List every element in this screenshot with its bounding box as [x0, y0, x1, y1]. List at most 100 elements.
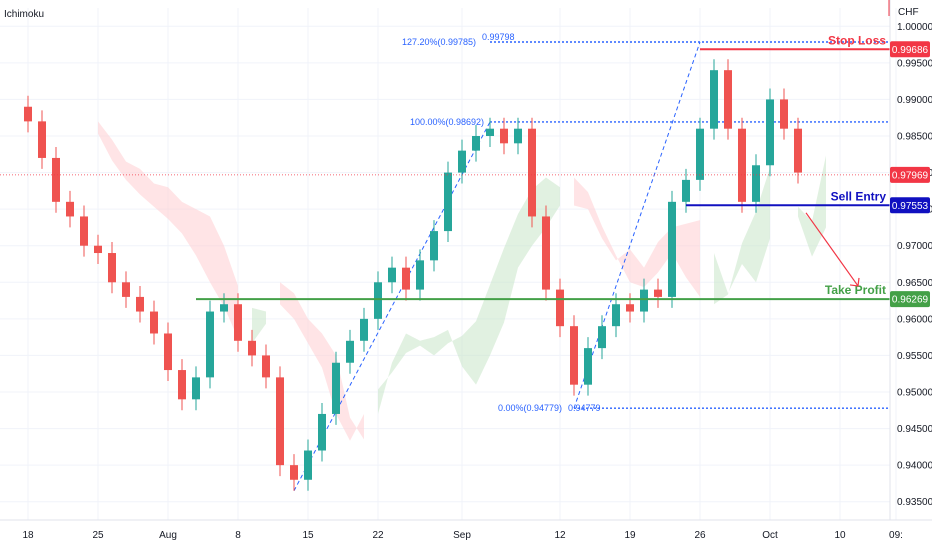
candle-bear [80, 216, 88, 246]
candle-bear [24, 106, 32, 122]
candle-bear [108, 253, 116, 283]
fib-level-label: 0.00%(0.94779) [498, 403, 562, 413]
candle-bull [346, 340, 354, 363]
candle-bull [416, 260, 424, 290]
price-tick-label: 1.00000 [897, 22, 932, 33]
sell-entry-price-tag-text: 0.97553 [892, 201, 929, 212]
take-profit-price-tag-text: 0.96269 [892, 295, 929, 306]
candle-bull [584, 348, 592, 385]
price-tick-label: 0.98500 [897, 132, 932, 143]
candle-bear [122, 282, 130, 297]
price-tick-label: 0.95000 [897, 388, 932, 399]
stop-loss-label: Stop Loss [828, 33, 886, 47]
candle-bear [654, 289, 662, 297]
candle-bull [304, 450, 312, 480]
candle-bear [794, 128, 802, 173]
candle-bear [738, 128, 746, 202]
stop-loss-price-tag-text: 0.99686 [892, 45, 929, 56]
candle-bull [458, 150, 466, 173]
candle-bull [486, 128, 494, 136]
last-price-tag-text: 0.97969 [892, 170, 929, 181]
candle-bull [360, 318, 368, 341]
indicator-label: Ichimoku [4, 9, 44, 20]
target-arrow-shaft [805, 212, 859, 287]
candle-bear [178, 370, 186, 400]
candle-bear [38, 121, 46, 158]
candle-bull [220, 304, 228, 312]
candle-bear [52, 157, 60, 202]
candle-bull [682, 179, 690, 202]
candle-bear [234, 304, 242, 341]
candle-bear [136, 296, 144, 312]
time-tick-label: 18 [22, 530, 34, 541]
candle-bull [696, 128, 704, 180]
candle-bear [780, 99, 788, 129]
candle-bull [192, 377, 200, 400]
time-tick-label: Oct [762, 530, 778, 541]
candle-bull [640, 289, 648, 312]
candle-bear [66, 201, 74, 217]
candle-bull [472, 136, 480, 151]
time-tick-label: 12 [554, 530, 566, 541]
candle-bull [430, 231, 438, 261]
candle-bear [276, 377, 284, 466]
candle-bear [500, 128, 508, 144]
price-tick-label: 0.94500 [897, 424, 932, 435]
fib-level-label: 127.20%(0.99785) [402, 37, 476, 47]
time-tick-label: 15 [302, 530, 314, 541]
candle-bear [724, 70, 732, 129]
candle-bear [402, 267, 410, 290]
candle-bull [318, 413, 326, 451]
price-tick-label: 0.95500 [897, 351, 932, 362]
candle-bull [752, 165, 760, 202]
candle-bull [612, 304, 620, 327]
candle-bear [262, 355, 270, 378]
candle-bear [150, 311, 158, 334]
grid-layer [0, 8, 897, 520]
candle-bear [542, 216, 550, 290]
last-price-tag [890, 166, 930, 183]
trendline-layer [293, 41, 701, 491]
candle-bear [248, 340, 256, 356]
candle-bull [668, 201, 676, 297]
time-tick-label: Sep [453, 530, 471, 541]
candle-bear [528, 128, 536, 217]
sell-entry-label: Sell Entry [831, 189, 887, 203]
candle-bull [766, 99, 774, 166]
cloud-bullish-segment [714, 167, 770, 305]
candle-bear [626, 304, 634, 312]
candle-bear [94, 245, 102, 254]
cloud-bearish-segment [98, 121, 238, 339]
time-tick-label: 22 [372, 530, 384, 541]
levels-layer: Stop Loss Sell Entry Take Profit [0, 33, 890, 301]
candle-bull [514, 128, 522, 144]
candle-bull [332, 362, 340, 414]
time-tick-label: 26 [694, 530, 706, 541]
candle-bear [290, 465, 298, 480]
candle-bull [206, 311, 214, 378]
candles-layer [24, 59, 802, 491]
time-tick-label: Aug [159, 530, 177, 541]
price-tick-label: 0.97000 [897, 241, 932, 252]
cloud-bullish-segment [378, 177, 560, 414]
candle-bear [570, 326, 578, 385]
price-tick-label: 0.94000 [897, 461, 932, 472]
take-profit-label: Take Profit [825, 283, 886, 297]
fib-level-label: 100.00%(0.98692) [410, 117, 484, 127]
candle-bull [598, 326, 606, 349]
candle-bull [444, 172, 452, 232]
fib-level-label: 0.99798 [482, 32, 515, 42]
price-tick-label: 0.93500 [897, 497, 932, 508]
price-tick-label: 0.99000 [897, 95, 932, 106]
price-tick-label: 0.96000 [897, 314, 932, 325]
time-axis[interactable]: 18 25 Aug 8 15 22 Sep 12 19 26 Oct 10 09: [22, 530, 903, 541]
candle-bull [374, 282, 382, 319]
sell-entry-price-tag [890, 197, 930, 214]
time-tick-label: 8 [235, 530, 241, 541]
time-tick-label: 19 [624, 530, 636, 541]
price-tags: 0.99686 0.97553 0.96269 0.97969 [890, 41, 930, 308]
time-tick-label: 10 [834, 530, 846, 541]
target-arrow-head [849, 277, 860, 287]
